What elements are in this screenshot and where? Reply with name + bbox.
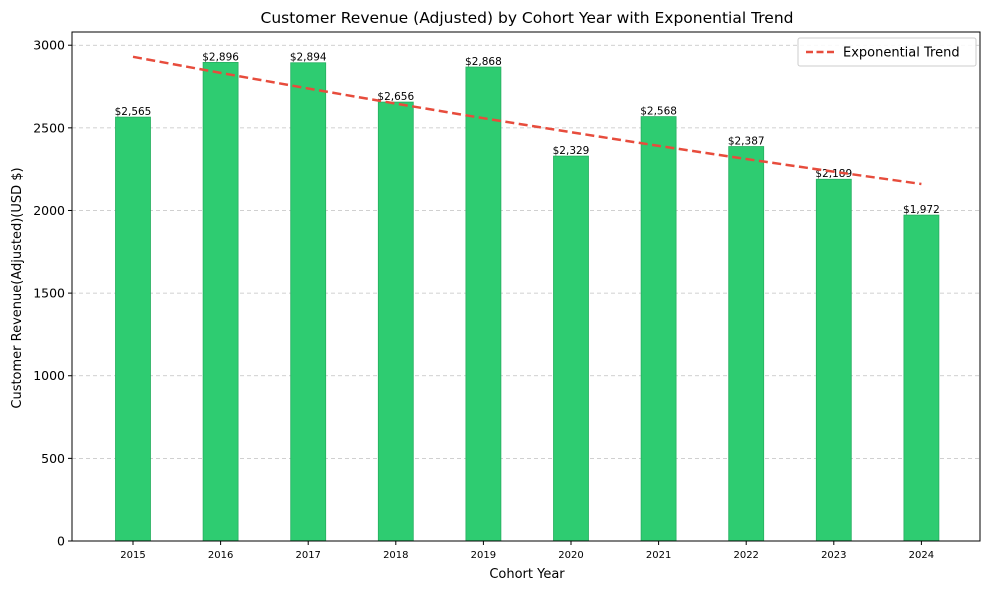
y-tick-label: 3000 [33, 38, 65, 53]
x-tick-label-2021: 2021 [646, 550, 671, 561]
bar-2020 [553, 155, 589, 542]
bar-2024 [903, 214, 940, 542]
data-label-2019: $2,868 [465, 56, 502, 68]
y-tick-label: 1500 [33, 286, 65, 301]
axes: 0 500 1000 1500 2000 2500 3000 2015 2016 2017 2018… [33, 38, 934, 561]
y-tick-label: 2000 [33, 203, 65, 218]
legend: Exponential Trend [797, 37, 977, 67]
bar-2015 [115, 116, 151, 542]
data-label-2021: $2,568 [640, 106, 677, 118]
chart-title: Customer Revenue (Adjusted) by Cohort Ye… [261, 9, 794, 27]
x-tick-label-2015: 2015 [120, 550, 145, 561]
bar-2022 [728, 146, 765, 542]
data-label-2024: $1,972 [903, 204, 940, 216]
trend-line-group [132, 55, 922, 186]
y-tick-label: 0 [57, 534, 65, 549]
x-tick-label-2018: 2018 [383, 550, 408, 561]
y-tick-label: 1000 [33, 368, 65, 383]
bars [115, 62, 940, 542]
y-tick-label: 500 [41, 451, 65, 466]
data-label-2015: $2,565 [115, 106, 152, 118]
trend-line [132, 55, 922, 186]
y-axis-label: Customer Revenue(Adjusted)(USD $) [10, 167, 25, 408]
x-tick-label-2017: 2017 [295, 550, 320, 561]
data-label-2016: $2,896 [202, 51, 239, 63]
y-tick-label: 2500 [33, 120, 65, 135]
data-label-2020: $2,329 [553, 145, 590, 157]
data-label-2023: $2,189 [815, 168, 852, 180]
bar-2021 [640, 116, 677, 542]
data-label-2022: $2,387 [728, 136, 765, 148]
bar-2023 [815, 178, 852, 542]
x-axis-label: Cohort Year [489, 567, 565, 582]
bar-2017 [290, 62, 327, 542]
bar-2018 [377, 101, 414, 542]
bar-2019 [465, 66, 502, 542]
legend-label-trend: Exponential Trend [843, 46, 960, 61]
bar-2016 [202, 62, 239, 542]
x-tick-label-2022: 2022 [733, 550, 758, 561]
data-labels: $2,565 $2,896 $2,894 $2,656 $2,868 $2,329 $2,5… [115, 51, 940, 216]
legend-box [797, 37, 977, 67]
x-tick-label-2016: 2016 [208, 550, 233, 561]
data-label-2017: $2,894 [290, 52, 327, 64]
data-label-2018: $2,656 [377, 91, 414, 103]
x-tick-label-2019: 2019 [471, 550, 496, 561]
x-tick-label-2023: 2023 [821, 550, 846, 561]
plot-frame [71, 31, 981, 542]
x-tick-label-2020: 2020 [558, 550, 583, 561]
x-tick-label-2024: 2024 [909, 550, 934, 561]
